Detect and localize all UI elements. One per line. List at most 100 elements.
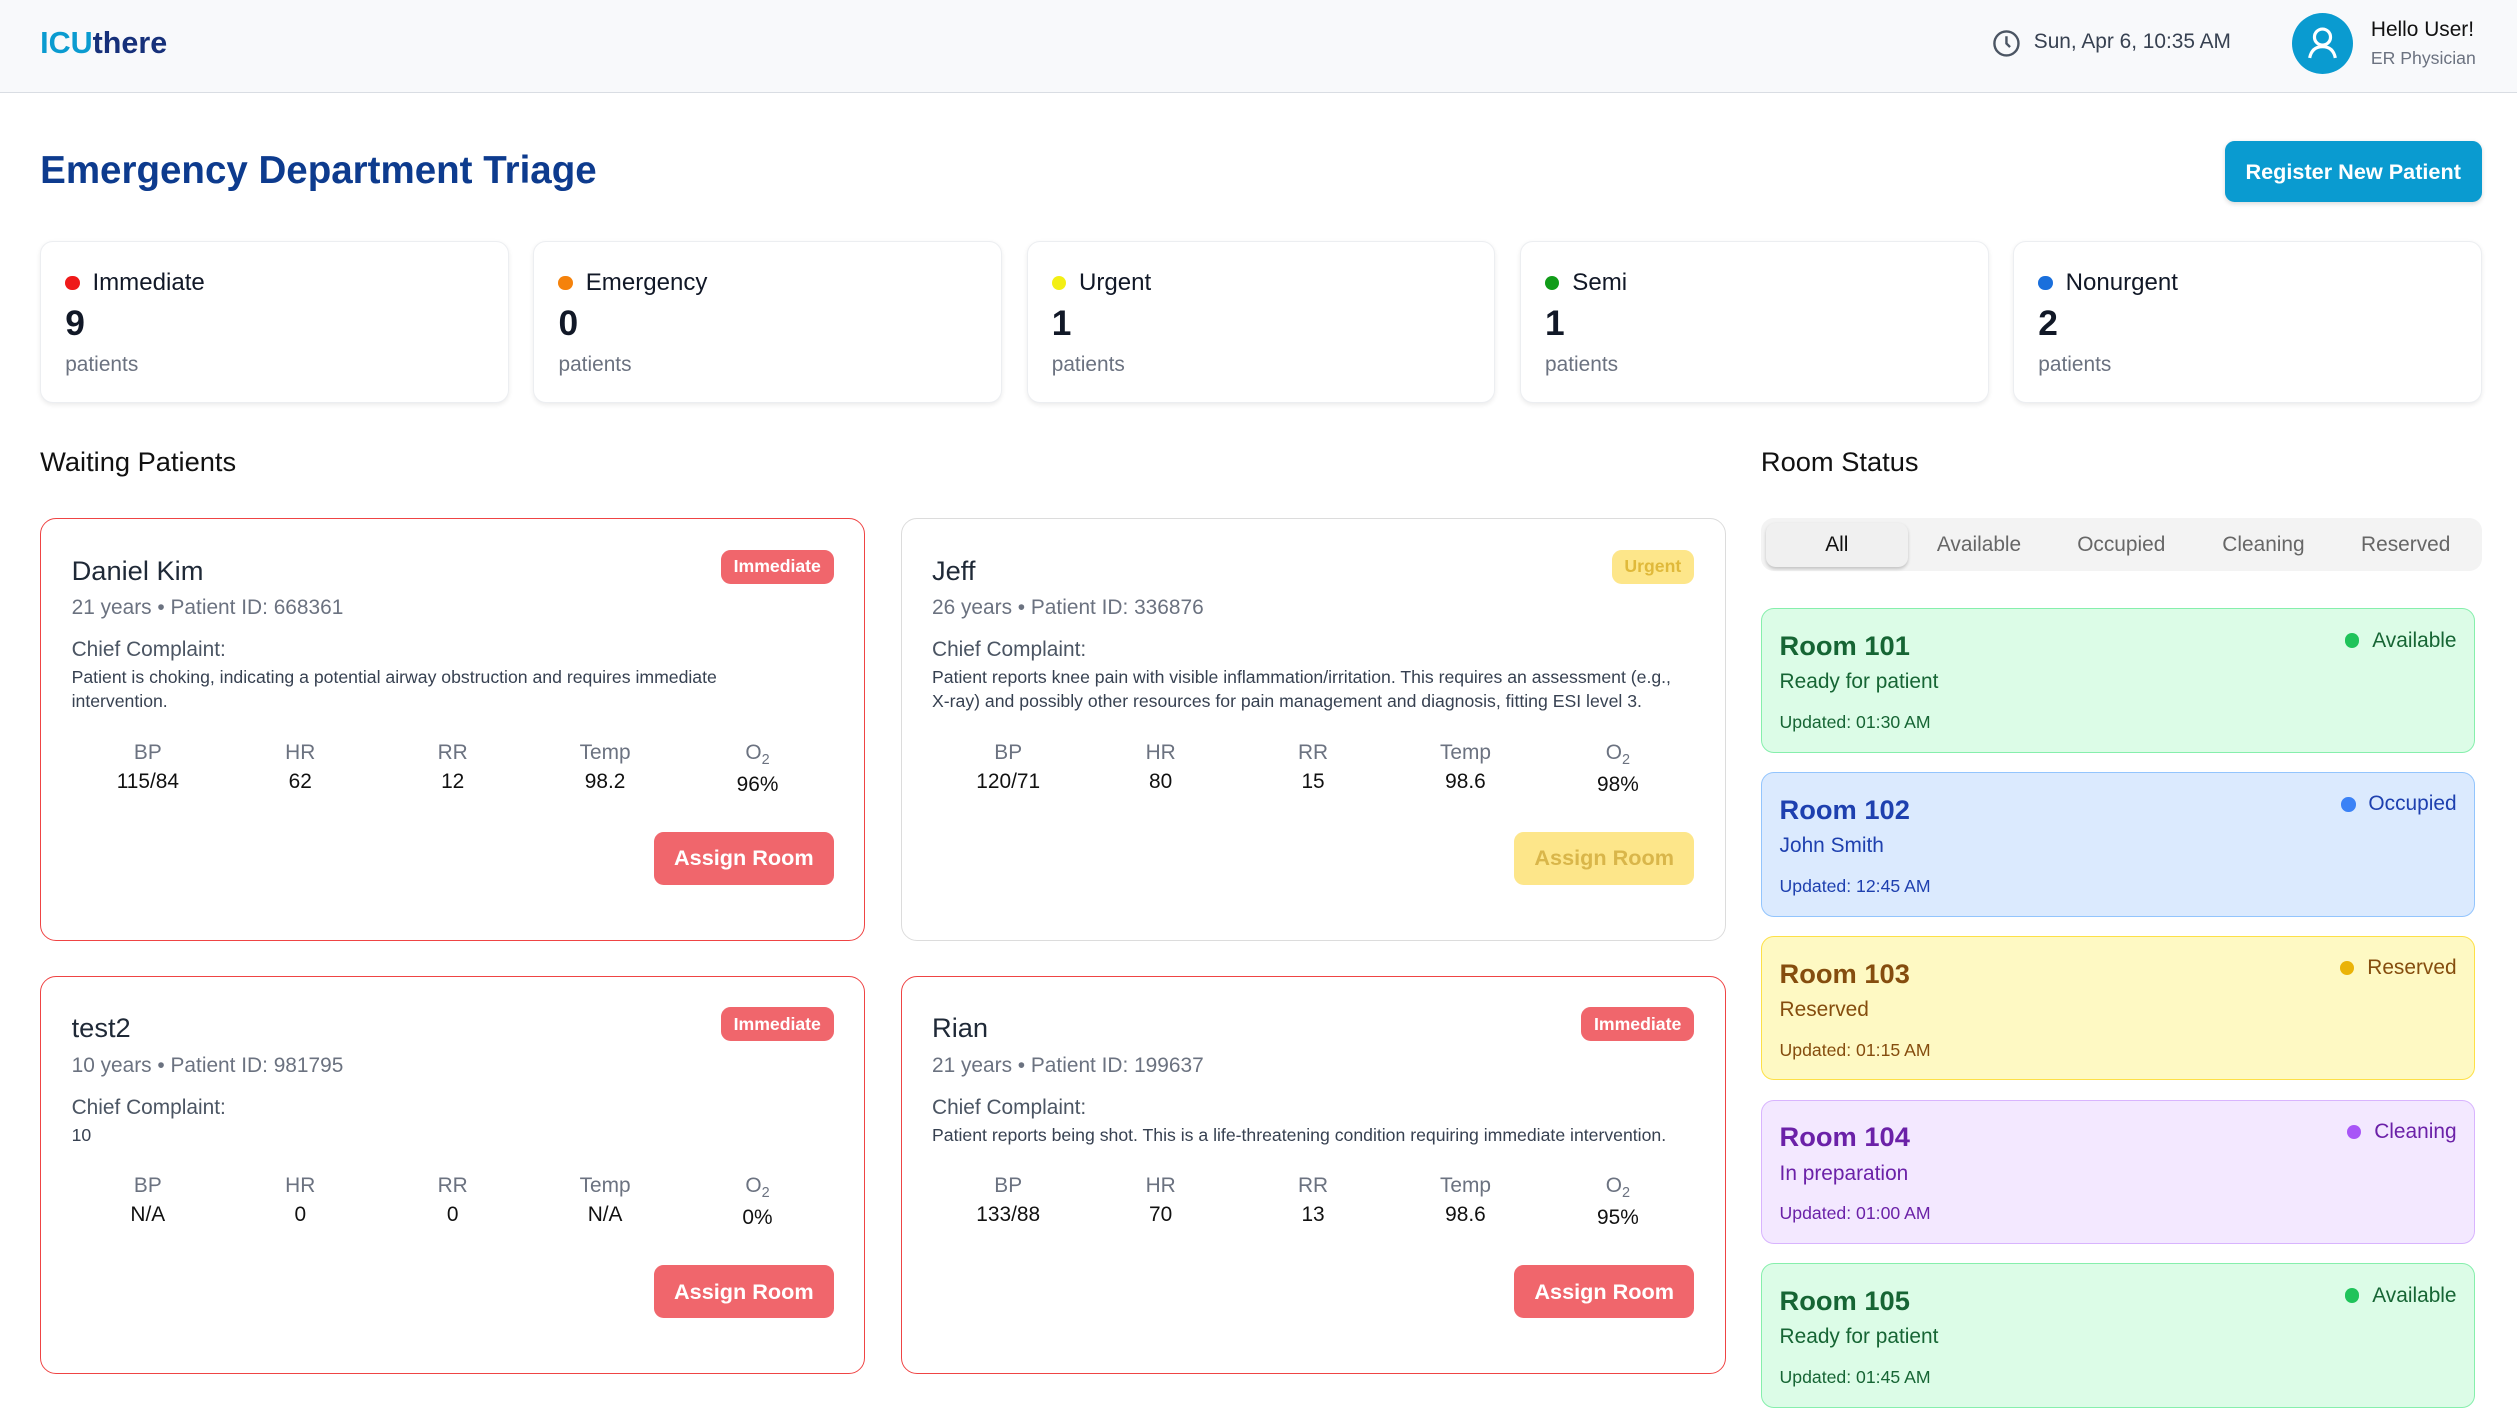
assign-room-button[interactable]: Assign Room [1514,831,1695,885]
stat-label: Nonurgent [2038,269,2178,297]
room-name: Room 104 [1779,1121,1910,1153]
stat-label-text: Emergency [585,269,708,297]
chief-complaint-label: Chief Complaint: [932,638,1087,662]
room-updated: Updated: 01:15 AM [1779,1039,1931,1060]
room-card[interactable]: Room 102 John Smith Updated: 12:45 AM Oc… [1760,772,2476,917]
stat-card-semi[interactable]: Semi 1 patients [1519,240,1989,403]
vital-value: 15 [1301,769,1325,793]
room-status-text: Available [2372,1283,2457,1307]
user-icon [2308,27,2338,59]
stat-card-immediate[interactable]: Immediate 9 patients [40,240,509,403]
stat-unit: patients [1051,352,1125,376]
stat-count: 1 [1545,304,1565,344]
vital-rr: RR 12 [376,741,528,797]
patient-card[interactable]: Daniel Kim Immediate 21 years • Patient … [40,518,866,941]
chief-complaint-label: Chief Complaint: [932,1095,1087,1119]
room-card[interactable]: Room 104 In preparation Updated: 01:00 A… [1760,1099,2476,1244]
stat-count: 9 [65,304,85,344]
patient-name: test2 [71,1012,131,1044]
stat-label-text: Nonurgent [2065,269,2178,297]
chief-complaint-text: 10 [71,1124,92,1145]
status-dot-icon [65,275,80,291]
room-detail: Ready for patient [1779,1325,1939,1349]
stat-label: Immediate [65,269,205,297]
vitals-row: BP 133/88 HR 70 RR 13 Temp 98.6 O2 95% [932,1174,1694,1230]
tab-available[interactable]: Available [1936,533,2022,557]
status-dot-icon [2341,797,2356,812]
tab-occupied[interactable]: Occupied [2077,533,2166,557]
room-detail: In preparation [1779,1161,1909,1185]
stat-card-emergency[interactable]: Emergency 0 patients [533,240,1003,403]
page-title: Emergency Department Triage [40,149,597,193]
stat-label-text: Immediate [92,269,205,297]
vital-value: 0 [446,1202,459,1226]
status-dot-icon [2340,960,2355,976]
app-logo[interactable]: ICUthere [40,25,168,60]
room-status: Reserved [2340,956,2457,980]
vital-bp: BP 133/88 [932,1174,1084,1230]
vital-rr: RR 13 [1237,1174,1389,1230]
register-new-patient-button[interactable]: Register New Patient [2224,141,2482,203]
stat-label: Semi [1545,269,1627,297]
vital-o2: O2 98% [1542,741,1694,797]
vital-label: HR [1145,1174,1176,1198]
tab-reserved[interactable]: Reserved [2361,533,2451,557]
vital-bp: BP N/A [72,1174,224,1230]
tab-all[interactable]: All [1765,523,1908,567]
room-updated: Updated: 01:45 AM [1779,1367,1931,1387]
room-card[interactable]: Room 101 Ready for patient Updated: 01:3… [1760,608,2476,753]
vital-hr: HR 80 [1084,741,1236,797]
room-detail: Reserved [1779,997,1869,1021]
vital-value: 62 [288,769,312,793]
current-datetime: Sun, Apr 6, 10:35 AM [2033,30,2231,54]
vital-value: 0% [742,1206,773,1230]
triage-badge: Immediate [1581,1007,1695,1042]
vital-label: RR [437,740,468,764]
patient-meta: 21 years • Patient ID: 199637 [932,1053,1204,1077]
room-updated: Updated: 01:00 AM [1779,1203,1931,1224]
tab-cleaning[interactable]: Cleaning [2222,533,2305,557]
stat-count: 2 [2038,304,2058,344]
room-status-text: Reserved [2367,956,2457,980]
stat-card-nonurgent[interactable]: Nonurgent 2 patients [2013,240,2482,403]
room-name: Room 103 [1779,957,1910,989]
patient-name: Jeff [932,554,976,586]
user-role: ER Physician [2370,48,2476,69]
chief-complaint-text: Patient is choking, indicating a potenti… [71,667,717,712]
vital-value: 98.6 [1445,769,1486,793]
vital-value: 120/71 [976,769,1041,793]
user-greeting: Hello User! [2370,17,2475,41]
o2-subscript: 2 [761,1185,770,1202]
room-card[interactable]: Room 105 Ready for patient Updated: 01:4… [1760,1263,2476,1408]
room-filter-tabs: All Available Occupied Cleaning Reserved [1760,518,2482,572]
status-dot-icon [1545,275,1560,291]
vital-rr: RR 0 [376,1174,528,1230]
vital-temp: Temp N/A [529,1174,681,1230]
vital-hr: HR 0 [224,1174,376,1230]
room-status-text: Cleaning [2374,1119,2457,1143]
assign-room-button[interactable]: Assign Room [653,831,834,885]
room-updated: Updated: 01:30 AM [1779,712,1931,733]
status-dot-icon [2038,275,2053,291]
o2-subscript: 2 [1622,751,1631,768]
vital-hr: HR 62 [224,741,376,797]
status-dot-icon [2346,1124,2362,1140]
assign-room-button[interactable]: Assign Room [653,1265,834,1319]
patient-card[interactable]: Jeff Urgent 26 years • Patient ID: 33687… [900,518,1726,941]
vital-value: N/A [587,1202,623,1226]
room-name: Room 101 [1779,630,1910,662]
stat-label: Urgent [1051,269,1152,297]
room-card[interactable]: Room 103 Reserved Updated: 01:15 AM Rese… [1760,935,2476,1081]
patient-card[interactable]: Rian Immediate 21 years • Patient ID: 19… [900,975,1726,1374]
assign-room-button[interactable]: Assign Room [1514,1265,1695,1319]
vital-value: 96% [736,772,779,796]
stat-label-text: Semi [1572,269,1628,297]
stat-label: Emergency [558,269,707,297]
room-status-text: Occupied [2368,792,2457,816]
avatar[interactable] [2292,12,2354,74]
vital-hr: HR 70 [1084,1174,1236,1230]
vital-label: Temp [579,740,631,764]
stat-card-urgent[interactable]: Urgent 1 patients [1026,240,1496,403]
patient-card[interactable]: test2 Immediate 10 years • Patient ID: 9… [40,975,866,1374]
stat-label-text: Urgent [1079,269,1152,297]
